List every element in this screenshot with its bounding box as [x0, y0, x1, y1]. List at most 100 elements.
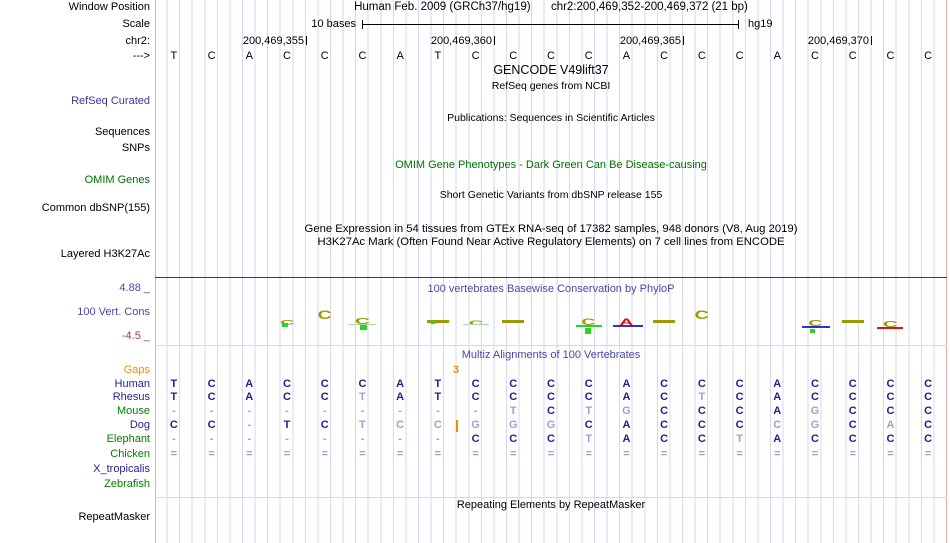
alignment-base: T	[509, 405, 517, 417]
track-message-gtex[interactable]: Gene Expression in 54 tissues from GTEx …	[304, 223, 798, 235]
alignment-base: =	[208, 448, 215, 460]
alignment-base: C	[660, 419, 669, 431]
alignment-base: C	[207, 419, 216, 431]
track-label-repeatmasker[interactable]: RepeatMasker	[78, 511, 150, 523]
conservation-letter: C	[355, 316, 370, 326]
conservation-letter: C	[694, 307, 709, 322]
alignment-base: A	[773, 391, 782, 403]
track-label-common-dbsnp-155[interactable]: Common dbSNP(155)	[41, 202, 150, 214]
conservation-glyph	[426, 320, 449, 323]
base-letter: T	[170, 50, 178, 62]
alignment-base: C	[848, 391, 857, 403]
track-label-snps[interactable]: SNPs	[121, 142, 150, 154]
species-label-x-tropicalis[interactable]: X_tropicalis	[93, 463, 150, 475]
track-label-refseq-curated[interactable]: RefSeq Curated	[71, 95, 150, 107]
ruler-tick-mark	[871, 36, 872, 45]
track-message-omim-phenotypes[interactable]: OMIM Gene Phenotypes - Dark Green Can Be…	[395, 159, 707, 171]
alignment-base: T	[585, 405, 593, 417]
alignment-base: C	[697, 378, 706, 390]
alignment-base: C	[547, 391, 555, 403]
alignment-base: =	[924, 448, 932, 460]
alignment-base: G	[622, 405, 631, 417]
species-label-chicken[interactable]: Chicken	[110, 448, 150, 460]
species-label-dog[interactable]: Dog	[129, 419, 150, 431]
conservation-mark	[802, 326, 830, 328]
alignment-base: C	[169, 419, 178, 431]
alignment-base: G	[810, 419, 820, 431]
base-letter: C	[358, 50, 367, 62]
conservation-letter: C	[317, 307, 332, 322]
alignment-base: =	[547, 448, 555, 460]
base-letter: C	[547, 50, 555, 62]
track-message-dbsnp[interactable]: Short Genetic Variants from dbSNP releas…	[439, 189, 663, 201]
alignment-base: -	[247, 419, 252, 431]
track-message-publications[interactable]: Publications: Sequences in Scientific Ar…	[447, 112, 655, 124]
assembly-badge: hg19	[748, 18, 773, 30]
scale-value: 10 bases	[311, 18, 356, 30]
conservation-axis-max: 4.88 _	[119, 282, 150, 294]
species-label-human[interactable]: Human	[114, 378, 150, 390]
alignment-base: A	[622, 433, 631, 445]
base-letter: C	[886, 50, 895, 62]
alignment-base: C	[207, 378, 216, 390]
alignment-base: T	[170, 378, 178, 390]
alignment-base: G	[810, 405, 820, 417]
species-label-elephant[interactable]: Elephant	[106, 433, 150, 445]
species-label-mouse[interactable]: Mouse	[116, 405, 150, 417]
track-label-omim-genes[interactable]: OMIM Genes	[84, 174, 150, 186]
track-label-sequences[interactable]: Sequences	[94, 126, 150, 138]
track-label-100-vert-cons[interactable]: 100 Vert. Cons	[77, 306, 150, 318]
scale-label: Scale	[122, 18, 150, 30]
alignment-base: -	[360, 405, 365, 417]
base-letter: A	[773, 50, 781, 62]
alignment-base: C	[697, 405, 706, 417]
track-message-refseq[interactable]: RefSeq genes from NCBI	[491, 80, 611, 92]
alignment-base: -	[473, 405, 478, 417]
alignment-base: C	[396, 419, 405, 431]
alignment-base: =	[396, 448, 404, 460]
base-letter: C	[584, 50, 593, 62]
track-message-repeatmasker[interactable]: Repeating Elements by RepeatMasker	[456, 499, 646, 511]
alignment-base: -	[209, 433, 214, 445]
conservation-bottom-border	[155, 345, 947, 346]
species-label-gaps[interactable]: Gaps	[123, 364, 150, 376]
track-message-gencode[interactable]: GENCODE V49lift37	[493, 63, 609, 77]
conservation-glyph: C	[872, 318, 910, 332]
alignment-base: -	[247, 433, 252, 445]
alignment-base: =	[849, 448, 856, 460]
base-letter: C	[320, 50, 329, 62]
alignment-base: C	[471, 433, 480, 445]
alignment-base: =	[623, 448, 630, 460]
scale-bar	[362, 24, 739, 25]
alignment-base: C	[811, 433, 819, 445]
alignment-base: =	[774, 448, 781, 460]
alignment-base: -	[247, 405, 252, 417]
ruler-tick-label: 200,469,355	[242, 35, 304, 47]
alignment-base: C	[584, 378, 593, 390]
alignment-base: T	[434, 391, 442, 403]
conservation-glyph: C	[457, 317, 495, 330]
alignment-base: A	[622, 419, 631, 431]
species-label-rhesus[interactable]: Rhesus	[112, 391, 150, 403]
species-label-zebrafish[interactable]: Zebrafish	[104, 478, 150, 490]
conservation-glyph	[653, 320, 676, 323]
alignment-base: C	[848, 405, 857, 417]
alignment-base: A	[396, 378, 405, 390]
alignment-base: -	[398, 433, 402, 445]
alignment-base: T	[585, 433, 593, 445]
alignment-base: -	[285, 405, 289, 417]
chrom-label: chr2:	[125, 35, 150, 47]
track-message-phylop[interactable]: 100 vertebrates Basewise Conservation by…	[427, 283, 675, 295]
alignment-base: T	[170, 391, 178, 403]
alignment-base: T	[359, 391, 366, 403]
conservation-mark	[575, 325, 602, 327]
conservation-glyph	[841, 320, 864, 323]
alignment-bottom-border	[155, 497, 947, 498]
alignment-base: C	[924, 433, 933, 445]
track-label-layered-h3k27ac[interactable]: Layered H3K27Ac	[60, 248, 150, 260]
track-message-h3k27ac[interactable]: H3K27Ac Mark (Often Found Near Active Re…	[317, 236, 785, 248]
base-letter: C	[471, 50, 480, 62]
alignment-base: T	[736, 433, 743, 445]
track-message-multiz[interactable]: Multiz Alignments of 100 Vertebrates	[461, 349, 641, 361]
alignment-base: C	[773, 419, 782, 431]
